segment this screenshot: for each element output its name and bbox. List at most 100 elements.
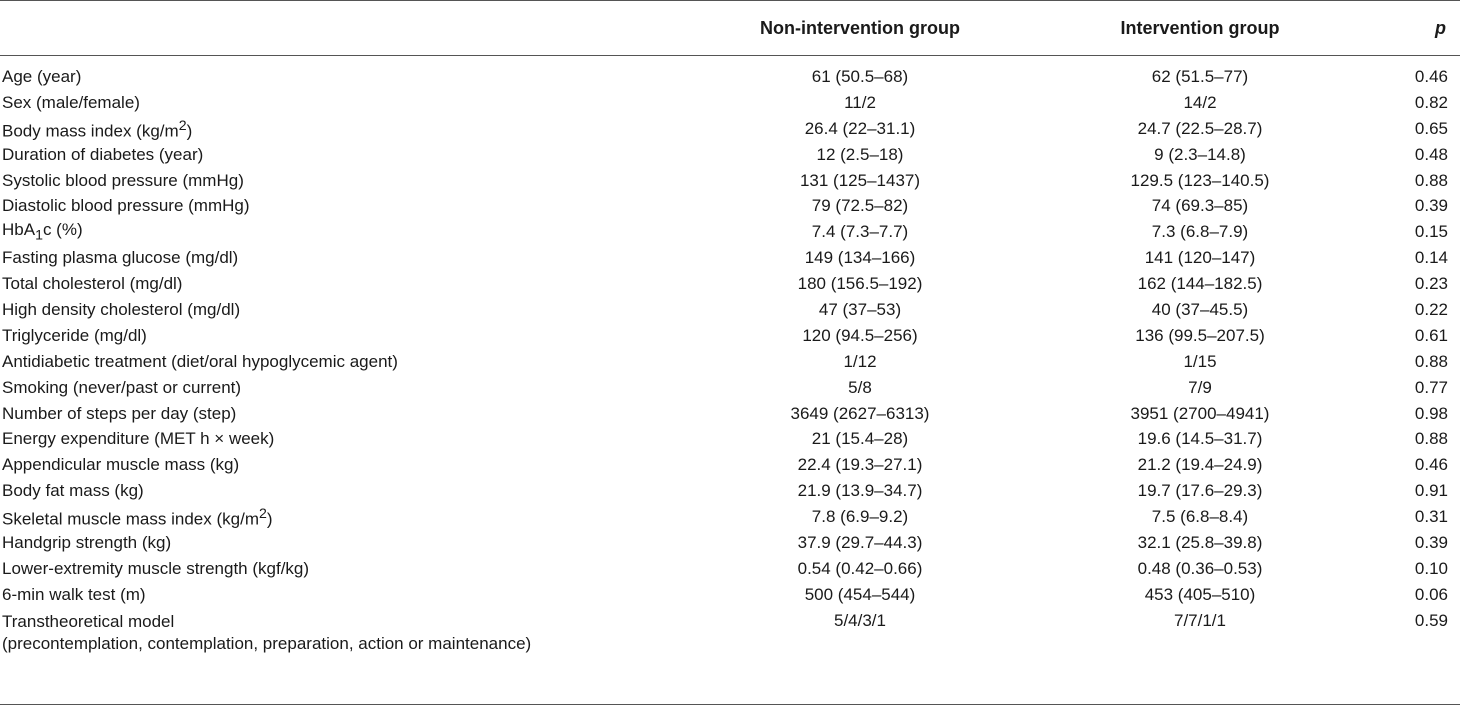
p-value: 0.65 [1414,118,1448,138]
table-row: Lower-extremity muscle strength (kgf/kg)… [0,556,1460,582]
table-row: High density cholesterol (mg/dl) 47 (37–… [0,297,1460,323]
row-label: Systolic blood pressure (mmHg) [2,170,244,190]
row-label-text: Skeletal muscle mass index (kg/m [2,509,259,529]
table-row: Age (year) 61 (50.5–68) 62 (51.5–77) 0.4… [0,56,1460,90]
row-label: Fasting plasma glucose (mg/dl) [2,248,239,268]
intervention-value: 7/7/1/1 [1174,610,1226,630]
table-row: Body fat mass (kg) 21.9 (13.9–34.7) 19.7… [0,478,1460,504]
non-intervention-value: 47 (37–53) [818,299,902,319]
row-label-suffix: ) [266,509,273,529]
p-value: 0.77 [1414,377,1448,397]
intervention-value: 162 (144–182.5) [1137,274,1263,294]
intervention-value: 7.3 (6.8–7.9) [1151,222,1249,242]
superscript: 2 [258,506,267,523]
p-value: 0.91 [1414,481,1448,501]
non-intervention-value: 26.4 (22–31.1) [804,118,916,138]
superscript: 2 [178,117,187,134]
intervention-value: 3951 (2700–4941) [1130,403,1270,423]
row-label: HbA1c (%) [0,219,670,245]
table-bottom-rule [0,704,1460,705]
non-intervention-value: 12 (2.5–18) [816,144,904,164]
intervention-value: 141 (120–147) [1144,248,1256,268]
p-value: 0.14 [1414,248,1448,268]
non-intervention-value: 21.9 (13.9–34.7) [797,481,923,501]
intervention-value: 129.5 (123–140.5) [1130,170,1270,190]
table-row: Skeletal muscle mass index (kg/m2) 7.8 (… [0,504,1460,530]
row-label: Number of steps per day (step) [2,403,237,423]
p-value: 0.39 [1414,196,1448,216]
row-label: Age (year) [2,66,82,86]
header-non-intervention: Non-intervention group [760,17,960,38]
header-row: Non-intervention group Intervention grou… [0,0,1460,56]
non-intervention-value: 61 (50.5–68) [811,66,909,86]
non-intervention-value: 180 (156.5–192) [797,274,923,294]
table-row: 6-min walk test (m) 500 (454–544) 453 (4… [0,582,1460,608]
non-intervention-value: 120 (94.5–256) [802,325,918,345]
intervention-value: 0.48 (0.36–0.53) [1137,558,1263,578]
intervention-value: 1/15 [1183,351,1217,371]
intervention-value: 19.6 (14.5–31.7) [1137,429,1263,449]
row-label-detail: (precontemplation, contemplation, prepar… [2,633,532,653]
row-label: Appendicular muscle mass (kg) [2,455,240,475]
intervention-value: 74 (69.3–85) [1151,196,1249,216]
non-intervention-value: 5/8 [848,377,872,397]
row-label: Triglyceride (mg/dl) [2,325,147,345]
baseline-characteristics-table: Non-intervention group Intervention grou… [0,0,1460,655]
table-row: Handgrip strength (kg) 37.9 (29.7–44.3) … [0,530,1460,556]
intervention-value: 40 (37–45.5) [1151,299,1249,319]
intervention-value: 453 (405–510) [1144,584,1256,604]
table-row: Appendicular muscle mass (kg) 22.4 (19.3… [0,452,1460,478]
row-label: Transtheoretical model (precontemplation,… [0,608,670,655]
row-label: Lower-extremity muscle strength (kgf/kg) [2,558,310,578]
row-label: Energy expenditure (MET h × week) [2,429,275,449]
p-value: 0.61 [1414,325,1448,345]
p-value: 0.82 [1414,92,1448,112]
intervention-value: 19.7 (17.6–29.3) [1137,481,1263,501]
non-intervention-value: 0.54 (0.42–0.66) [797,558,923,578]
non-intervention-value: 22.4 (19.3–27.1) [797,455,923,475]
table-row: Fasting plasma glucose (mg/dl) 149 (134–… [0,245,1460,271]
intervention-value: 32.1 (25.8–39.8) [1137,532,1263,552]
non-intervention-value: 37.9 (29.7–44.3) [797,532,923,552]
non-intervention-value: 1/12 [843,351,877,371]
row-label-text: Body mass index (kg/m [2,121,179,141]
non-intervention-value: 3649 (2627–6313) [790,403,930,423]
intervention-value: 62 (51.5–77) [1151,66,1249,86]
p-value: 0.48 [1414,144,1448,164]
non-intervention-value: 500 (454–544) [804,584,916,604]
p-value: 0.22 [1414,299,1448,319]
table-body: Age (year) 61 (50.5–68) 62 (51.5–77) 0.4… [0,56,1460,655]
table-row: Systolic blood pressure (mmHg) 131 (125–… [0,168,1460,194]
table-row: Sex (male/female) 11/2 14/2 0.82 [0,90,1460,116]
table-row: Diastolic blood pressure (mmHg) 79 (72.5… [0,193,1460,219]
row-label: Antidiabetic treatment (diet/oral hypogl… [2,351,398,371]
table-row: Transtheoretical model (precontemplation,… [0,608,1460,655]
p-value: 0.88 [1414,170,1448,190]
intervention-value: 7/9 [1188,377,1212,397]
non-intervention-value: 5/4/3/1 [834,610,886,630]
p-value: 0.15 [1414,222,1448,242]
table-row: Smoking (never/past or current) 5/8 7/9 … [0,375,1460,401]
non-intervention-value: 7.8 (6.9–9.2) [811,507,909,527]
p-value: 0.31 [1414,507,1448,527]
row-label-suffix: c (%) [42,219,83,239]
row-label-text: Transtheoretical model [2,611,175,631]
table-header: Non-intervention group Intervention grou… [0,0,1460,56]
row-label: Handgrip strength (kg) [2,532,172,552]
table-row: Body mass index (kg/m2) 26.4 (22–31.1) 2… [0,116,1460,142]
intervention-value: 9 (2.3–14.8) [1154,144,1246,164]
p-value: 0.10 [1414,558,1448,578]
p-value: 0.06 [1414,584,1448,604]
non-intervention-value: 7.4 (7.3–7.7) [811,222,909,242]
table-row: Energy expenditure (MET h × week) 21 (15… [0,426,1460,452]
header-intervention: Intervention group [1120,17,1280,38]
table-row: Triglyceride (mg/dl) 120 (94.5–256) 136 … [0,323,1460,349]
intervention-value: 24.7 (22.5–28.7) [1137,118,1263,138]
table-row: Total cholesterol (mg/dl) 180 (156.5–192… [0,271,1460,297]
table-row: Number of steps per day (step) 3649 (262… [0,401,1460,427]
row-label-text: HbA [2,219,36,239]
p-value: 0.39 [1414,532,1448,552]
p-value: 0.59 [1414,610,1448,630]
subscript: 1 [35,226,43,243]
non-intervention-value: 131 (125–1437) [799,170,921,190]
